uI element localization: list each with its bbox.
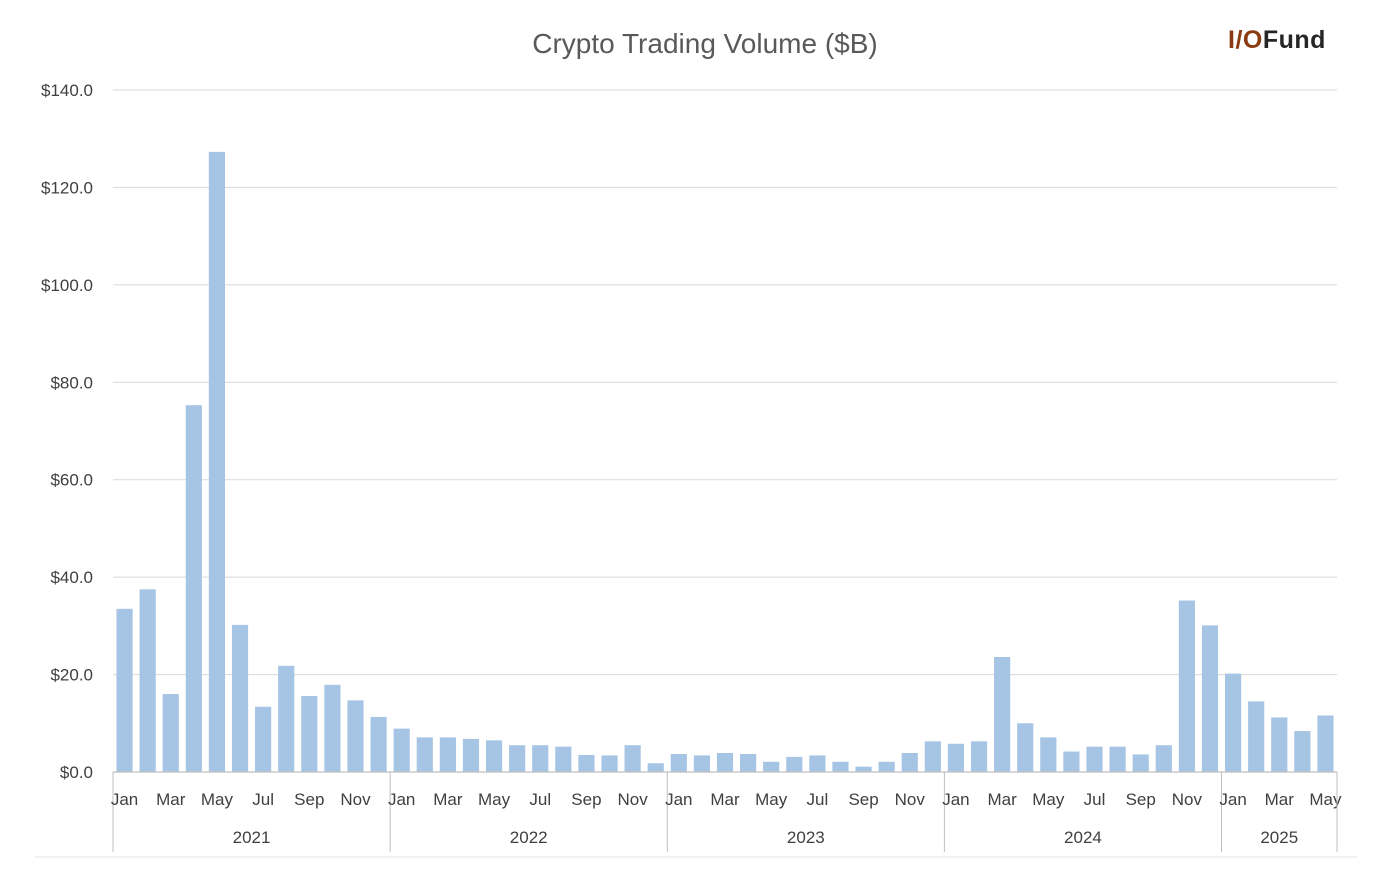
x-tick-label: Jul: [252, 790, 274, 809]
x-tick-label: Mar: [1265, 790, 1295, 809]
x-tick-label: Jan: [388, 790, 415, 809]
bar: [1155, 745, 1172, 772]
y-tick-label: $40.0: [50, 568, 93, 587]
bar: [255, 706, 272, 772]
bar: [185, 405, 202, 772]
bar: [1224, 673, 1242, 772]
x-tick-label: Sep: [294, 790, 324, 809]
bar: [947, 743, 965, 772]
bar: [763, 761, 780, 772]
bar: [532, 745, 549, 772]
bar: [1086, 746, 1103, 772]
x-tick-label: Mar: [710, 790, 740, 809]
bar: [809, 755, 826, 772]
bar: [670, 753, 687, 772]
bar: [208, 151, 226, 773]
bar: [1132, 754, 1149, 772]
bar: [1248, 701, 1265, 772]
bar: [555, 746, 572, 772]
bar: [994, 657, 1011, 772]
bar: [578, 754, 595, 772]
x-tick-label: Sep: [571, 790, 601, 809]
bar: [1294, 731, 1311, 772]
bar: [1109, 746, 1126, 772]
x-tick-label: Jan: [1219, 790, 1246, 809]
bar: [1017, 723, 1034, 772]
bar: [786, 756, 803, 772]
bar: [832, 761, 849, 772]
year-label: 2025: [1260, 828, 1298, 847]
x-tick-label: May: [755, 790, 788, 809]
x-tick-label: Sep: [1126, 790, 1156, 809]
brand-logo: I/OFund: [1228, 26, 1326, 55]
bar: [324, 684, 341, 772]
bar: [970, 741, 988, 772]
bar: [347, 700, 364, 772]
x-tick-label: Mar: [433, 790, 463, 809]
x-tick-label: Jul: [529, 790, 551, 809]
bar: [601, 755, 618, 772]
bar: [139, 589, 156, 772]
bar: [370, 716, 387, 772]
x-tick-label: Nov: [895, 790, 926, 809]
y-tick-label: $0.0: [60, 763, 93, 782]
bar: [924, 741, 941, 772]
bar: [740, 753, 757, 772]
x-tick-label: Nov: [618, 790, 649, 809]
bar: [485, 740, 503, 772]
x-tick-label: Jan: [111, 790, 138, 809]
x-tick-label: Mar: [156, 790, 186, 809]
brand-logo-suffix: Fund: [1262, 26, 1326, 54]
x-tick-label: Sep: [848, 790, 878, 809]
bar: [647, 763, 664, 772]
x-tick-label: May: [1309, 790, 1342, 809]
brand-logo-prefix: I/O: [1228, 26, 1263, 54]
bar: [1201, 625, 1219, 772]
year-label: 2021: [233, 828, 271, 847]
bar: [278, 665, 295, 772]
bar: [1178, 600, 1195, 772]
x-tick-label: Nov: [1172, 790, 1203, 809]
x-tick-label: Nov: [340, 790, 371, 809]
y-tick-label: $20.0: [50, 666, 93, 685]
year-label: 2024: [1064, 828, 1102, 847]
bar: [878, 761, 895, 772]
bar: [1317, 715, 1334, 772]
bar: [1040, 737, 1057, 772]
y-tick-label: $120.0: [41, 178, 93, 197]
y-tick-label: $80.0: [50, 373, 93, 392]
x-tick-label: May: [1032, 790, 1065, 809]
x-tick-label: May: [201, 790, 234, 809]
year-label: 2022: [510, 828, 548, 847]
bar: [231, 624, 249, 772]
bar: [116, 608, 133, 772]
bar: [693, 755, 710, 772]
x-tick-label: Mar: [987, 790, 1017, 809]
y-tick-label: $140.0: [41, 81, 93, 100]
chart-title: Crypto Trading Volume ($B): [532, 28, 878, 59]
bar: [462, 738, 480, 772]
bar: [416, 737, 433, 772]
bar: [439, 737, 456, 772]
x-tick-label: Jul: [807, 790, 829, 809]
x-tick-label: Jan: [665, 790, 692, 809]
y-tick-label: $100.0: [41, 276, 93, 295]
x-tick-label: May: [478, 790, 511, 809]
bar: [716, 753, 734, 772]
bar: [1063, 751, 1080, 772]
x-tick-label: Jan: [942, 790, 969, 809]
bar: [301, 696, 318, 772]
bar: [509, 745, 526, 772]
bar: [624, 745, 641, 772]
y-tick-label: $60.0: [50, 471, 93, 490]
year-label: 2023: [787, 828, 825, 847]
bar: [855, 766, 872, 772]
bar: [1271, 717, 1288, 772]
bar: [393, 728, 410, 772]
x-tick-label: Jul: [1084, 790, 1106, 809]
bar: [162, 694, 179, 772]
bar: [901, 753, 918, 772]
